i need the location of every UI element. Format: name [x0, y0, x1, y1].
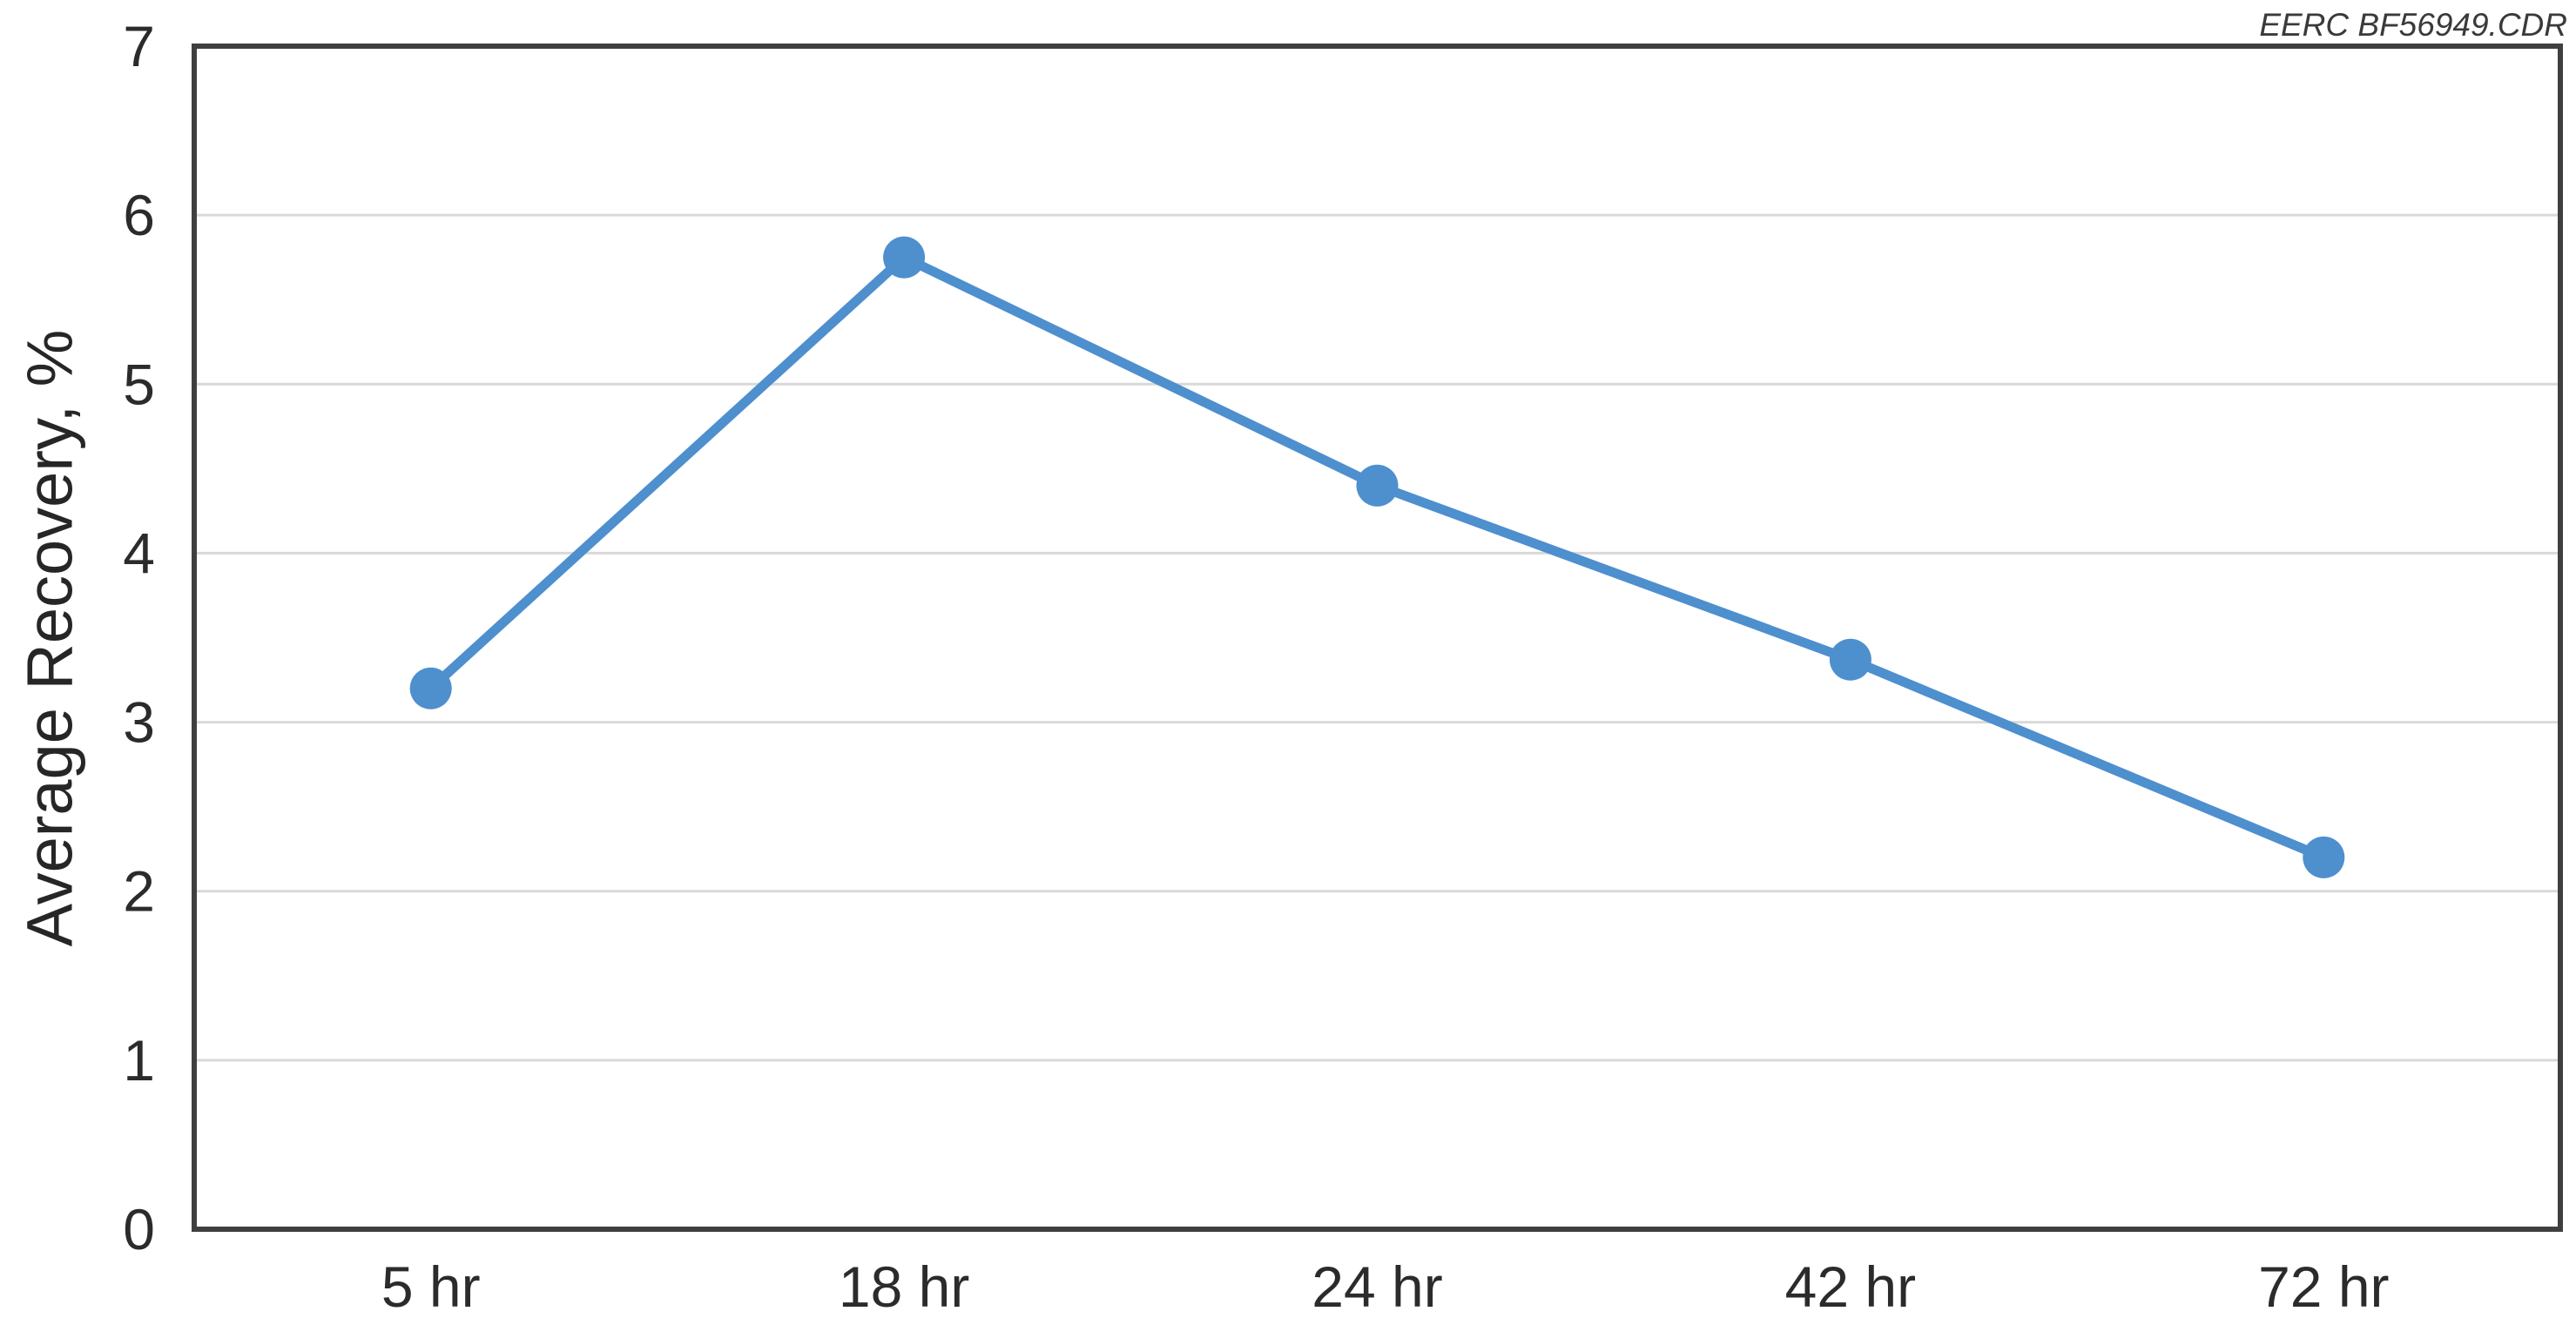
series-line — [426, 252, 2329, 863]
y-axis-title: Average Recovery, % — [13, 329, 86, 947]
y-tick-label: 0 — [123, 1197, 155, 1261]
y-tick-label: 5 — [123, 352, 155, 416]
file-reference-label: EERC BF56949.CDR — [2259, 7, 2567, 43]
y-tick-label: 6 — [123, 183, 155, 247]
x-tick-label: 5 hr — [381, 1254, 481, 1318]
data-point — [1356, 464, 1399, 507]
x-tick-label: 72 hr — [2258, 1254, 2389, 1318]
x-tick-label: 42 hr — [1785, 1254, 1916, 1318]
data-point — [1829, 638, 1871, 681]
y-tick-label: 3 — [123, 690, 155, 755]
y-tick-label: 7 — [123, 14, 155, 78]
x-tick-label: 18 hr — [839, 1254, 969, 1318]
y-tick-label: 2 — [123, 859, 155, 924]
plot-frame — [192, 44, 2563, 1232]
data-point — [2303, 836, 2345, 878]
data-point — [883, 236, 926, 279]
y-tick-label: 4 — [123, 521, 155, 585]
x-tick-label: 24 hr — [1312, 1254, 1442, 1318]
data-point — [409, 667, 452, 709]
y-tick-label: 1 — [123, 1028, 155, 1093]
